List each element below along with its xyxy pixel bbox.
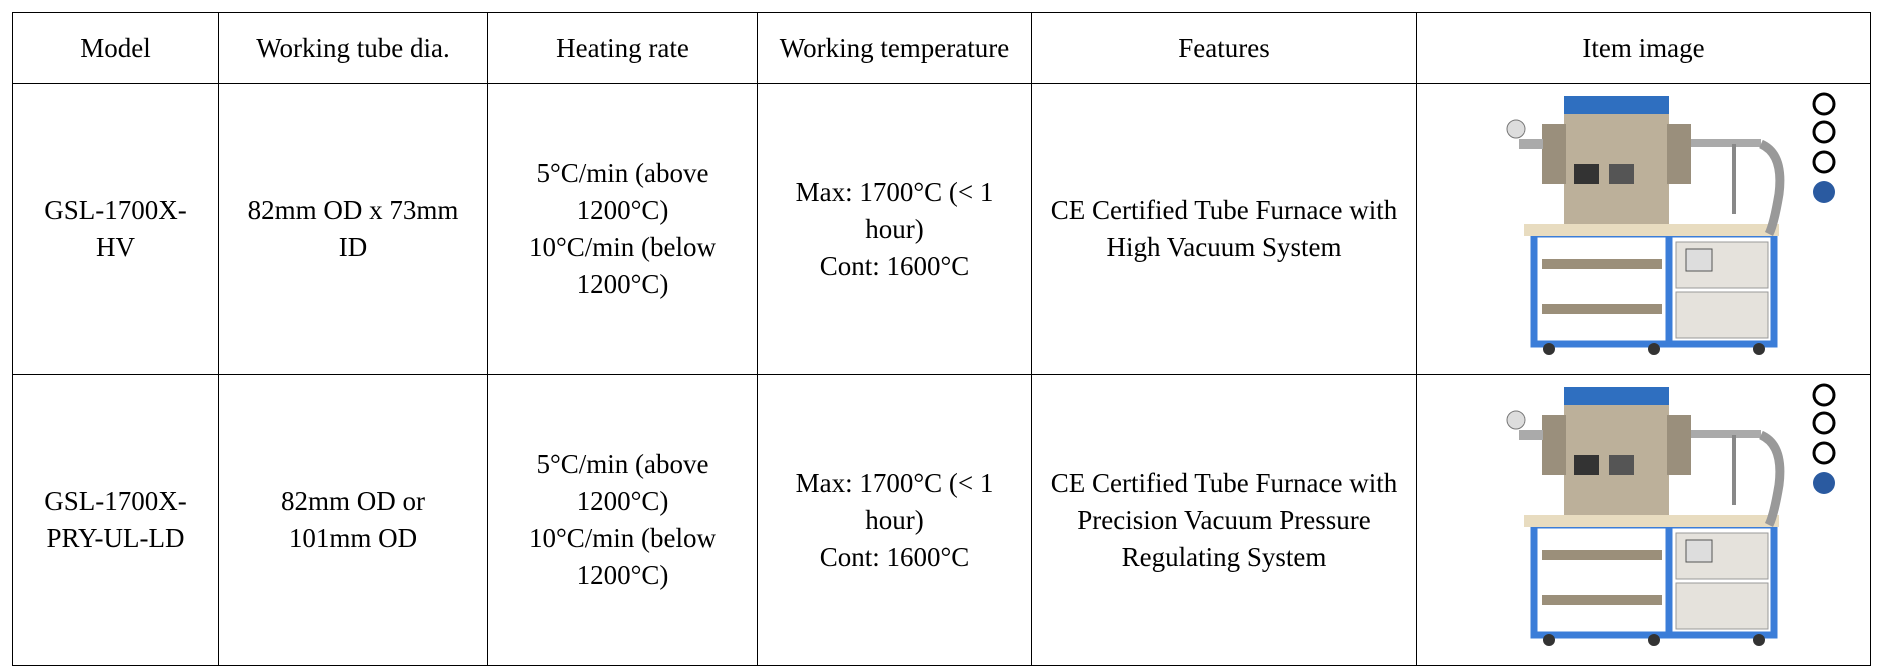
model-cell: GSL-1700X-HV <box>12 83 219 375</box>
product-table: Model Working tube dia. Heating rate Workin… <box>12 12 1871 666</box>
header-cell: Features <box>1031 12 1417 84</box>
image-cell <box>1416 83 1871 375</box>
header-cell: Working tube dia. <box>218 12 488 84</box>
header-cell: Item image <box>1416 12 1871 84</box>
table-row: GSL-1700X-PRY-UL-LD 82mm OD or 101mm OD 5°… <box>12 374 1871 666</box>
cell-line: Max: 1700°C (< 1 hour) <box>795 467 994 535</box>
item-image <box>1506 92 1835 355</box>
cell-line: Cont: 1600°C <box>819 541 970 572</box>
header-cell: Model <box>12 12 219 84</box>
header-cell: Heating rate <box>487 12 758 84</box>
features-cell: CE Certified Tube Furnace with High Vacu… <box>1031 83 1417 375</box>
cell-line: 5°C/min (above 1200°C) <box>536 449 709 516</box>
cell-line: Max: 1700°C (< 1 hour) <box>795 176 994 244</box>
table-row: GSL-1700X-HV 82mm OD x 73mm ID 5°C/min (ab… <box>12 83 1871 375</box>
tube-cell: 82mm OD x 73mm ID <box>218 83 488 375</box>
image-cell <box>1416 374 1871 666</box>
features-cell: CE Certified Tube Furnace with Precision… <box>1031 374 1417 666</box>
item-image <box>1506 383 1835 646</box>
heating-rate-cell: 5°C/min (above 1200°C) 10°C/min (below 12… <box>487 374 758 666</box>
model-cell: GSL-1700X-PRY-UL-LD <box>12 374 219 666</box>
cell-line: Cont: 1600°C <box>819 250 970 281</box>
cell-line: 10°C/min (below 1200°C) <box>528 523 717 590</box>
temperature-cell: Max: 1700°C (< 1 hour) Cont: 1600°C <box>757 83 1032 375</box>
tube-cell: 82mm OD or 101mm OD <box>218 374 488 666</box>
cell-line: 10°C/min (below 1200°C) <box>528 232 717 299</box>
heating-rate-cell: 5°C/min (above 1200°C) 10°C/min (below 12… <box>487 83 758 375</box>
header-row: Model Working tube dia. Heating rate Workin… <box>12 12 1871 84</box>
cell-line: 5°C/min (above 1200°C) <box>536 158 709 225</box>
temperature-cell: Max: 1700°C (< 1 hour) Cont: 1600°C <box>757 374 1032 666</box>
header-cell: Working temperature <box>757 12 1032 84</box>
